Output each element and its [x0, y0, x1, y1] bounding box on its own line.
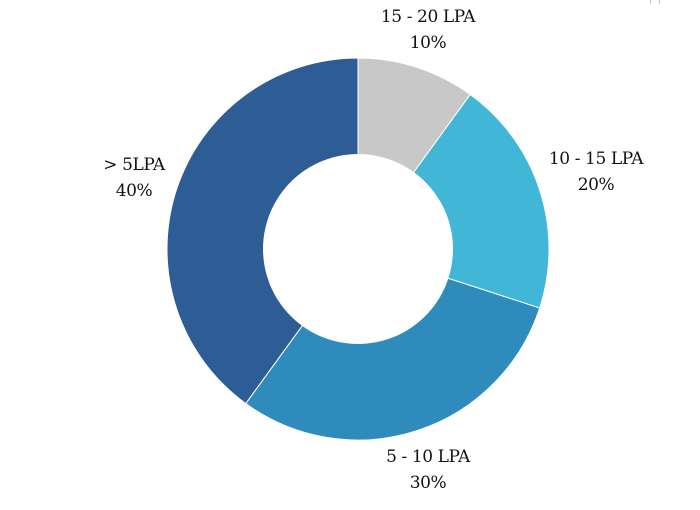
slice-value-5-10-lpa: 30%	[410, 473, 447, 493]
slice-5-10-lpa	[245, 248, 541, 441]
slice-value-15-20-lpa: 10%	[410, 33, 447, 53]
slice-5lpa	[166, 57, 359, 405]
slice-value-10-15-lpa: 20%	[578, 175, 615, 195]
donut-hole	[263, 154, 453, 344]
donut-slices	[166, 57, 550, 441]
slice-label-5-10-lpa: 5 - 10 LPA	[386, 447, 471, 467]
slice-labels: 15 - 20 LPA 10% 10 - 15 LPA 20% 5 - 10 LPA 30…	[103, 7, 644, 493]
slice-value-5lpa: 40%	[116, 181, 153, 201]
slice-label-5lpa: > 5LPA	[103, 155, 166, 175]
slice-label-10-15-lpa: 10 - 15 LPA	[549, 149, 644, 169]
slice-label-15-20-lpa: 15 - 20 LPA	[381, 7, 476, 27]
corner-tick-mark	[650, 0, 660, 4]
